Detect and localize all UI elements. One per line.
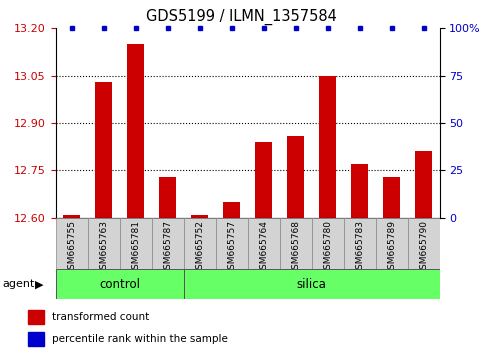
- Text: GSM665789: GSM665789: [387, 220, 396, 275]
- Bar: [312, 218, 343, 269]
- Bar: [215, 218, 248, 269]
- Bar: [28, 332, 44, 346]
- Text: GSM665783: GSM665783: [355, 220, 364, 275]
- Bar: [191, 215, 208, 218]
- Text: transformed count: transformed count: [53, 312, 150, 322]
- Bar: [28, 310, 44, 324]
- Bar: [56, 269, 184, 299]
- Bar: [184, 218, 215, 269]
- Bar: [376, 218, 408, 269]
- Bar: [351, 164, 369, 218]
- Text: GSM665790: GSM665790: [419, 220, 428, 275]
- Text: GSM665764: GSM665764: [259, 220, 268, 275]
- Bar: [120, 218, 152, 269]
- Text: GSM665752: GSM665752: [195, 220, 204, 275]
- Text: GDS5199 / ILMN_1357584: GDS5199 / ILMN_1357584: [146, 9, 337, 25]
- Bar: [255, 142, 272, 218]
- Bar: [56, 218, 87, 269]
- Text: GSM665757: GSM665757: [227, 220, 236, 275]
- Text: GSM665787: GSM665787: [163, 220, 172, 275]
- Bar: [63, 215, 80, 218]
- Bar: [87, 218, 120, 269]
- Bar: [159, 177, 176, 218]
- Bar: [95, 82, 113, 218]
- Text: control: control: [99, 278, 140, 291]
- Bar: [184, 269, 440, 299]
- Bar: [248, 218, 280, 269]
- Text: GSM665768: GSM665768: [291, 220, 300, 275]
- Text: GSM665763: GSM665763: [99, 220, 108, 275]
- Bar: [280, 218, 312, 269]
- Text: GSM665755: GSM665755: [67, 220, 76, 275]
- Bar: [343, 218, 376, 269]
- Bar: [319, 76, 336, 218]
- Text: percentile rank within the sample: percentile rank within the sample: [53, 334, 228, 344]
- Text: GSM665781: GSM665781: [131, 220, 140, 275]
- Bar: [408, 218, 440, 269]
- Text: ▶: ▶: [35, 279, 44, 289]
- Bar: [152, 218, 184, 269]
- Text: GSM665780: GSM665780: [323, 220, 332, 275]
- Text: silica: silica: [297, 278, 327, 291]
- Bar: [383, 177, 400, 218]
- Bar: [127, 44, 144, 218]
- Text: agent: agent: [2, 279, 35, 289]
- Bar: [415, 152, 432, 218]
- Bar: [223, 202, 241, 218]
- Bar: [287, 136, 304, 218]
